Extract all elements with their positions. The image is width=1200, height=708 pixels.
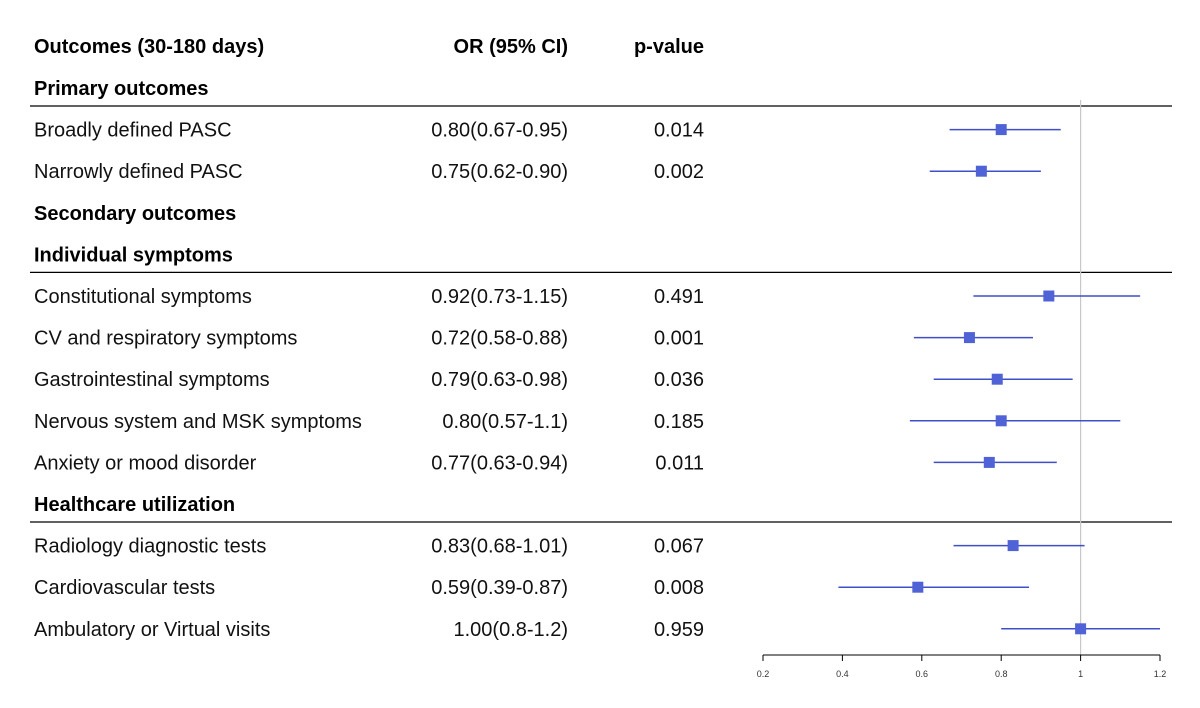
p-value: 0.067 — [654, 536, 704, 558]
plot-layer — [838, 100, 1160, 655]
outcome-label: Cardiovascular tests — [34, 577, 215, 599]
point-estimate — [983, 456, 995, 468]
point-estimate — [975, 165, 987, 177]
forest-row: Nervous system and MSK symptoms 0.80(0.57… — [34, 411, 704, 433]
forest-row: Narrowly defined PASC 0.75(0.62-0.90) 0.00… — [34, 161, 704, 183]
outcome-label: Gastrointestinal symptoms — [34, 369, 270, 391]
forest-row: Gastrointestinal symptoms 0.79(0.63-0.98)… — [34, 369, 704, 391]
point-estimate — [995, 124, 1007, 136]
forest-row: Anxiety or mood disorder 0.77(0.63-0.94) 0… — [34, 452, 704, 474]
p-value: 0.001 — [654, 328, 704, 350]
p-value: 0.185 — [654, 411, 704, 433]
or-ci-value: 0.72(0.58-0.88) — [431, 328, 568, 350]
section-label: Primary outcomes — [34, 78, 209, 100]
outcome-label: Anxiety or mood disorder — [34, 452, 257, 474]
point-estimate — [995, 415, 1007, 427]
or-ci-value: 0.77(0.63-0.94) — [431, 452, 568, 474]
or-ci-value: 0.79(0.63-0.98) — [431, 369, 568, 391]
or-ci-value: 0.80(0.57-1.1) — [442, 411, 568, 433]
forest-row: Constitutional symptoms 0.92(0.73-1.15) 0.… — [34, 286, 704, 308]
or-ci-value: 0.80(0.67-0.95) — [431, 120, 568, 142]
section-label: Individual symptoms — [34, 244, 233, 266]
outcome-label: Ambulatory or Virtual visits — [34, 619, 270, 641]
or-ci-value: 0.92(0.73-1.15) — [431, 286, 568, 308]
x-tick-label: 0.6 — [916, 669, 929, 679]
x-tick-label: 1 — [1078, 669, 1083, 679]
forest-row: CV and respiratory symptoms 0.72(0.58-0.8… — [34, 328, 704, 350]
p-value: 0.959 — [654, 619, 704, 641]
section-label: Secondary outcomes — [34, 203, 236, 225]
outcome-label: CV and respiratory symptoms — [34, 328, 297, 350]
p-value: 0.002 — [654, 161, 704, 183]
x-tick-label: 0.4 — [836, 669, 849, 679]
p-value: 0.008 — [654, 577, 704, 599]
header-outcome: Outcomes (30-180 days) — [34, 36, 264, 58]
p-value: 0.014 — [654, 120, 704, 142]
header-p-value: p-value — [634, 36, 704, 58]
point-estimate — [1043, 290, 1055, 302]
outcome-label: Constitutional symptoms — [34, 286, 252, 308]
header-or-ci: OR (95% CI) — [454, 36, 568, 58]
or-ci-value: 1.00(0.8-1.2) — [453, 619, 568, 641]
forest-row: Broadly defined PASC 0.80(0.67-0.95) 0.014 — [34, 120, 704, 142]
or-ci-value: 0.75(0.62-0.90) — [431, 161, 568, 183]
point-estimate — [991, 373, 1003, 385]
outcome-label: Nervous system and MSK symptoms — [34, 411, 362, 433]
x-tick-label: 1.2 — [1154, 669, 1167, 679]
x-tick-label: 0.2 — [757, 669, 770, 679]
p-value: 0.491 — [654, 286, 704, 308]
point-estimate — [1007, 540, 1019, 552]
outcome-label: Broadly defined PASC — [34, 120, 232, 142]
forest-row: Ambulatory or Virtual visits 1.00(0.8-1.2… — [34, 619, 704, 641]
point-estimate — [963, 332, 975, 344]
p-value: 0.011 — [655, 452, 704, 474]
point-estimate — [912, 581, 924, 593]
or-ci-value: 0.59(0.39-0.87) — [431, 577, 568, 599]
p-value: 0.036 — [654, 369, 704, 391]
forest-row: Radiology diagnostic tests 0.83(0.68-1.01… — [34, 536, 704, 558]
outcome-label: Radiology diagnostic tests — [34, 536, 266, 558]
x-axis: 0.2 0.4 0.6 0.8 1 1.2 — [757, 654, 1167, 679]
forest-row: Cardiovascular tests 0.59(0.39-0.87) 0.008 — [34, 577, 704, 599]
point-estimate — [1075, 623, 1087, 635]
or-ci-value: 0.83(0.68-1.01) — [431, 536, 568, 558]
outcome-label: Narrowly defined PASC — [34, 161, 243, 183]
section-label: Healthcare utilization — [34, 494, 235, 516]
rows-layer: Primary outcomes Broadly defined PASC 0.80… — [30, 78, 1172, 641]
x-tick-label: 0.8 — [995, 669, 1008, 679]
